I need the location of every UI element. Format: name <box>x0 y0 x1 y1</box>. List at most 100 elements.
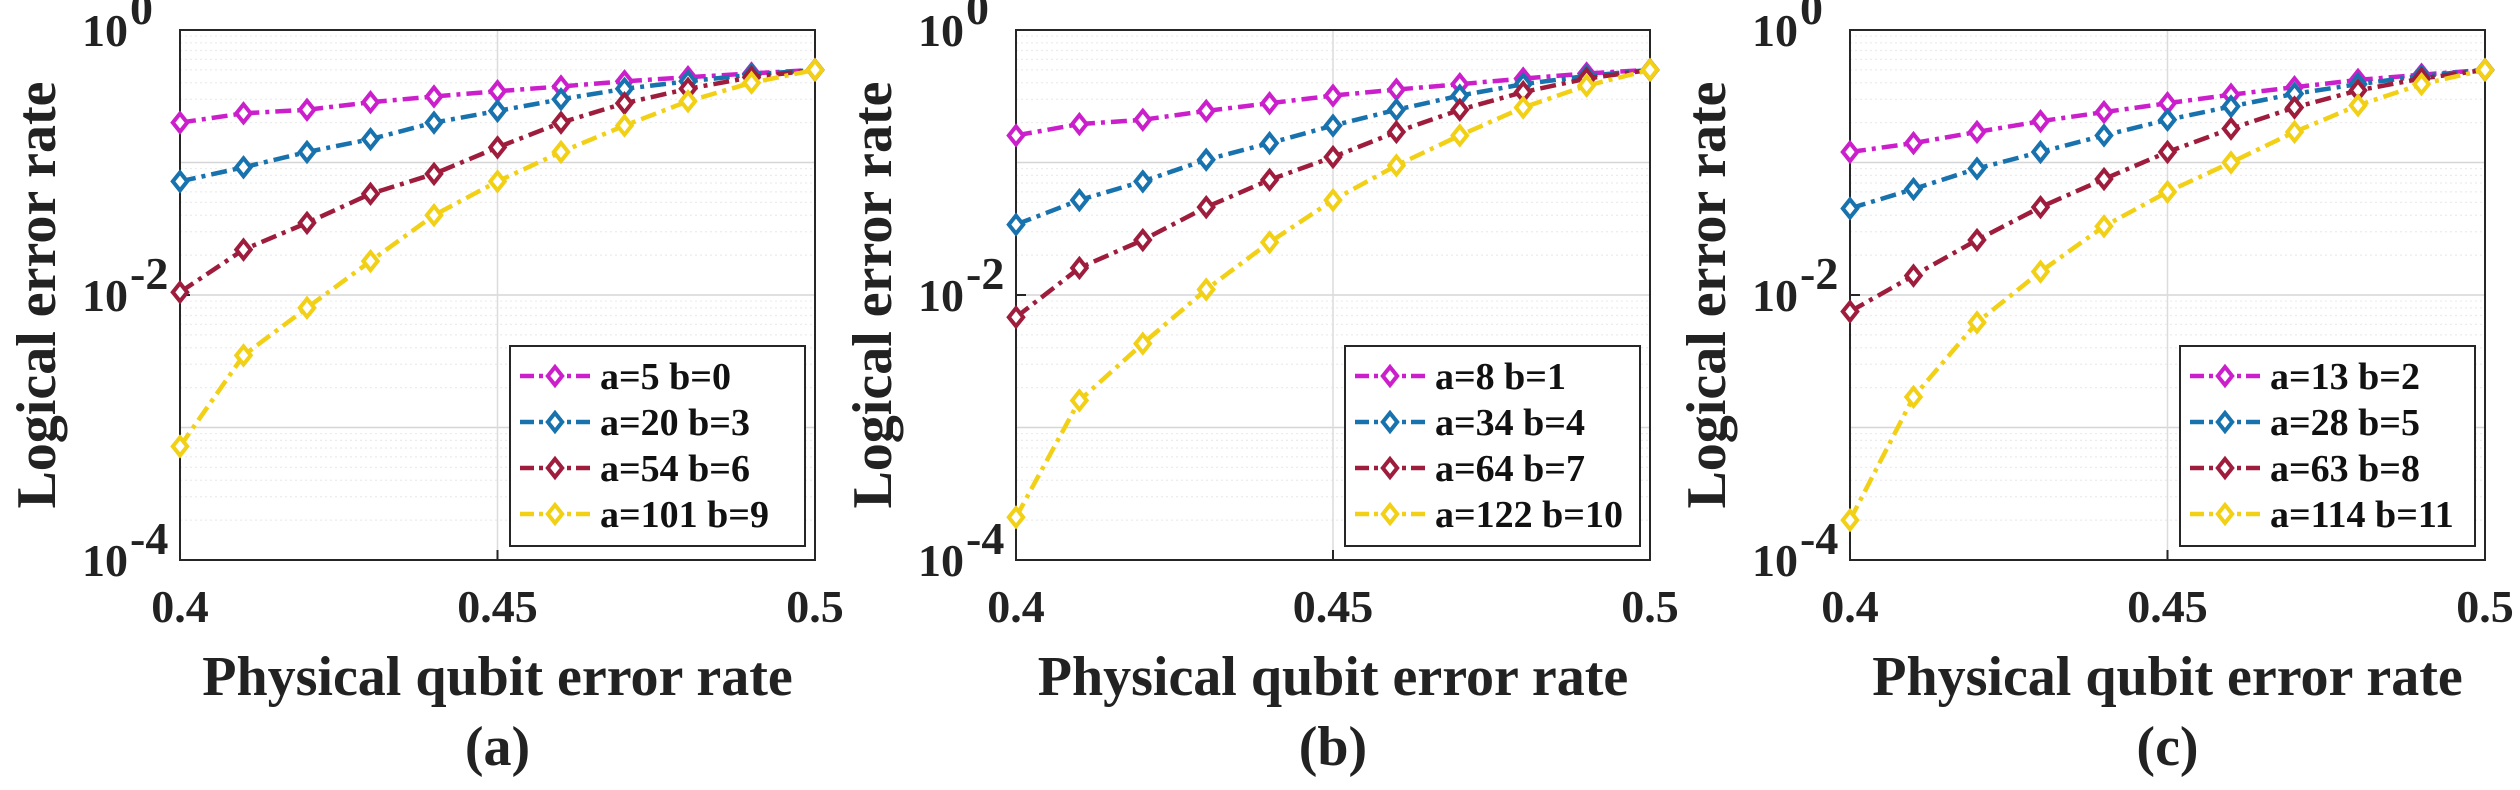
data-point-marker <box>2221 94 2241 119</box>
legend: a=8 b=1a=34 b=4a=64 b=7a=122 b=10 <box>1344 345 1641 547</box>
legend: a=13 b=2a=28 b=5a=63 b=8a=114 b=11 <box>2179 345 2476 547</box>
y-tick-label: 10 <box>918 5 964 56</box>
y-tick-exponent: -4 <box>1800 513 1838 564</box>
data-point-marker <box>1576 73 1597 98</box>
data-point-marker <box>805 57 825 83</box>
data-point-marker <box>2094 214 2114 239</box>
data-point-marker <box>2157 139 2178 165</box>
data-point-marker <box>1259 167 1280 193</box>
y-tick-label: 10 <box>1752 270 1798 321</box>
y-axis-label: Logical error rate <box>1676 81 1738 508</box>
legend-entry: a=101 b=9 <box>520 494 769 536</box>
data-point-marker <box>297 139 317 165</box>
data-point-marker <box>487 98 508 124</box>
legend-marker <box>545 363 565 389</box>
data-point-marker <box>1133 227 1153 253</box>
data-point-marker <box>1196 147 1216 172</box>
data-point-marker <box>1903 130 1924 156</box>
x-axis-label: Physical qubit error rate <box>202 646 793 708</box>
data-point-marker <box>1386 119 1407 145</box>
data-point-marker <box>614 113 635 138</box>
data-point-marker <box>614 91 635 116</box>
y-tick-exponent: 0 <box>1800 0 1823 34</box>
data-point-marker <box>424 110 444 135</box>
data-point-marker <box>2157 107 2178 133</box>
legend-label: a=114 b=11 <box>2270 494 2454 536</box>
gridlines <box>1015 30 1651 561</box>
data-point-marker <box>1006 304 1026 330</box>
data-point-marker <box>1386 97 1407 122</box>
data-point-marker <box>1323 83 1343 108</box>
y-tick-label: 10 <box>1752 535 1798 586</box>
data-point-marker <box>1006 212 1026 237</box>
data-point-marker <box>1840 299 1860 324</box>
legend-entry: a=64 b=7 <box>1355 448 1585 490</box>
data-point-marker <box>1133 331 1153 356</box>
y-tick-exponent: -4 <box>966 513 1004 564</box>
legend-marker <box>1380 409 1400 435</box>
y-axis-label: Logical error rate <box>842 81 904 508</box>
data-point-marker <box>1323 187 1343 213</box>
data-point-marker <box>2094 99 2114 125</box>
data-point-marker <box>1006 505 1026 530</box>
legend-label: a=8 b=1 <box>1435 356 1566 398</box>
data-point-marker <box>2094 166 2114 192</box>
data-point-marker <box>2221 150 2241 175</box>
data-point-marker <box>170 434 190 459</box>
data-point-marker <box>2221 116 2241 141</box>
data-point-marker <box>551 110 571 135</box>
data-point-marker <box>678 89 698 114</box>
data-point-marker <box>551 139 571 165</box>
data-point-marker <box>1967 310 1987 335</box>
legend-marker <box>1380 455 1400 481</box>
legend-label: a=28 b=5 <box>2270 402 2420 444</box>
legend-marker <box>545 501 565 527</box>
data-point-marker <box>2030 108 2051 134</box>
legend-marker <box>1380 501 1400 527</box>
legend-label: a=13 b=2 <box>2270 356 2420 398</box>
data-point-marker <box>1259 91 1280 116</box>
data-point-marker <box>1903 384 1924 410</box>
data-point-marker <box>1640 57 1660 83</box>
data-point-marker <box>741 70 762 95</box>
data-point-marker <box>1006 123 1026 148</box>
data-point-marker <box>2284 119 2305 145</box>
legend-marker <box>2215 501 2235 527</box>
data-point-marker <box>1069 255 1090 281</box>
data-point-marker <box>233 155 254 180</box>
data-point-marker <box>360 90 381 115</box>
legend-label: a=63 b=8 <box>2270 448 2420 490</box>
data-point-marker <box>1133 107 1153 133</box>
x-axis-label: Physical qubit error rate <box>1038 646 1629 708</box>
series-4 <box>1006 57 1660 530</box>
legend-entry: a=114 b=11 <box>2190 494 2454 536</box>
legend-marker <box>2215 363 2235 389</box>
legend-label: a=101 b=9 <box>600 494 769 536</box>
legend-entry: a=34 b=4 <box>1355 402 1585 444</box>
x-tick-label: 0.5 <box>2456 581 2514 632</box>
data-point-marker <box>360 126 381 152</box>
x-tick-label: 0.5 <box>1621 581 1679 632</box>
data-point-marker <box>1967 156 1987 181</box>
legend-label: a=54 b=6 <box>600 448 750 490</box>
legend-entry: a=63 b=8 <box>2190 448 2420 490</box>
legend-label: a=64 b=7 <box>1435 448 1585 490</box>
y-tick-exponent: -4 <box>130 513 168 564</box>
y-tick-exponent: 0 <box>966 0 989 34</box>
data-point-marker <box>1840 139 1860 165</box>
x-tick-label: 0.4 <box>151 581 209 632</box>
data-point-marker <box>1450 123 1470 148</box>
data-point-marker <box>1840 196 1860 221</box>
legend-entry: a=28 b=5 <box>2190 402 2420 444</box>
y-tick-exponent: -2 <box>966 248 1004 299</box>
data-point-marker <box>170 169 190 194</box>
y-tick-label: 10 <box>918 270 964 321</box>
y-tick-label: 10 <box>82 270 128 321</box>
data-point-marker <box>297 210 317 236</box>
panel-caption: (c) <box>2136 716 2198 778</box>
legend-label: a=34 b=4 <box>1435 402 1585 444</box>
data-point-marker <box>1967 227 1987 253</box>
data-point-marker <box>2348 93 2368 118</box>
data-point-marker <box>1323 113 1343 138</box>
